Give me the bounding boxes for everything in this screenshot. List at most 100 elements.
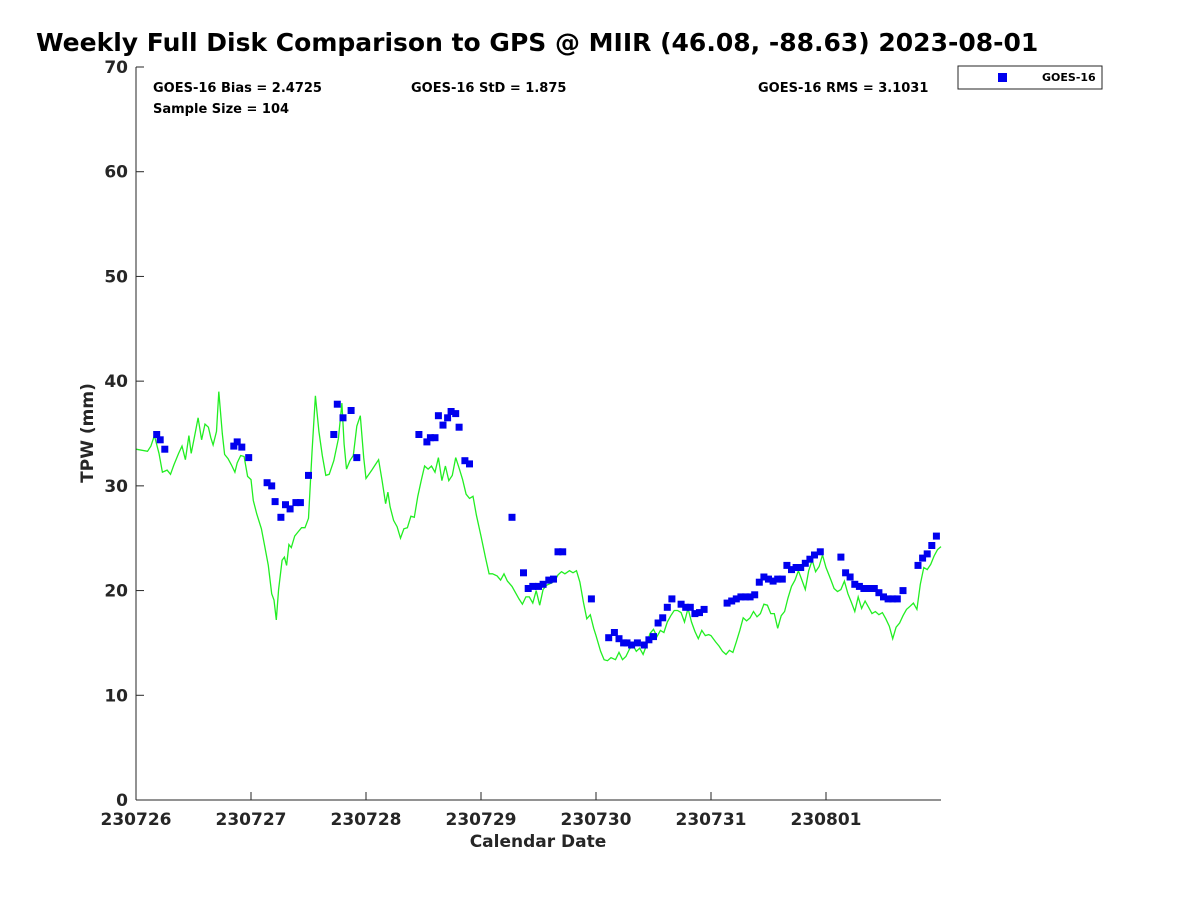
y-tick-label: 30 (104, 477, 128, 497)
goes-point (691, 610, 699, 618)
goes-point (426, 434, 434, 442)
goes-point (292, 499, 300, 507)
goes-point (353, 454, 361, 462)
legend-label: GOES-16 (1042, 71, 1096, 84)
goes-point (628, 641, 636, 649)
goes-point (899, 587, 907, 595)
y-tick-label: 50 (104, 267, 128, 287)
goes-point (755, 578, 763, 586)
goes-point (893, 595, 901, 603)
goes-point (455, 423, 463, 431)
goes-point (238, 443, 246, 451)
goes-point (792, 564, 800, 571)
x-tick-label: 230731 (676, 810, 747, 830)
x-tick-label: 230729 (446, 810, 517, 830)
goes-point (778, 575, 786, 583)
goes-point (659, 614, 667, 622)
goes-point (466, 460, 473, 468)
goes-point (347, 407, 355, 414)
goes-point (559, 548, 567, 556)
goes-point (682, 603, 690, 611)
plot-area (136, 67, 941, 800)
goes-point (296, 499, 304, 507)
goes-point (889, 595, 897, 603)
goes-point (550, 575, 557, 583)
goes-point (928, 542, 936, 549)
goes-point (728, 597, 736, 605)
goes-point (919, 554, 927, 562)
goes-point (866, 585, 874, 592)
y-tick-label: 0 (116, 791, 128, 811)
goes-point (461, 457, 469, 465)
goes-point (245, 454, 253, 462)
goes-point (746, 593, 754, 601)
goes-point (431, 434, 439, 442)
goes-point (161, 445, 169, 453)
goes-point (633, 639, 641, 647)
goes-point (769, 577, 777, 585)
goes-point (520, 569, 527, 577)
goes-point (452, 410, 460, 418)
goes-point (645, 636, 653, 644)
goes-point (732, 595, 740, 603)
gps-series-layer (135, 391, 942, 662)
goes-point (339, 414, 347, 422)
bias-stat: GOES-16 Bias = 2.4725 (153, 81, 322, 96)
gps-line (135, 391, 942, 662)
goes-point (233, 438, 241, 446)
goes-point (623, 639, 631, 647)
goes-point (535, 582, 542, 590)
goes-point (615, 635, 623, 643)
goes-point (742, 593, 749, 601)
goes-point (677, 600, 685, 608)
goes-point (439, 421, 447, 429)
x-tick-label: 230727 (216, 810, 287, 830)
goes-point (842, 569, 850, 577)
y-tick-label: 60 (104, 163, 128, 183)
goes-point (751, 591, 759, 599)
goes-point (434, 412, 442, 420)
sample-size-stat: Sample Size = 104 (153, 102, 289, 117)
goes-point (788, 566, 795, 574)
goes-point (286, 505, 294, 513)
legend-box (957, 65, 1103, 90)
goes-point (271, 498, 279, 506)
goes-point (444, 414, 452, 422)
goes-point (508, 513, 516, 521)
goes-point (277, 513, 285, 521)
x-tick-label: 230726 (101, 810, 172, 830)
goes-point (268, 482, 276, 490)
chart-title: Weekly Full Disk Comparison to GPS @ MII… (36, 28, 1039, 57)
goes-point (650, 633, 657, 641)
legend: GOES-16 (957, 65, 1103, 90)
goes-point (884, 595, 892, 603)
goes-point (654, 619, 662, 627)
x-tick-label: 230730 (561, 810, 632, 830)
goes-point (774, 575, 782, 583)
goes-point (880, 593, 887, 601)
goes-point (330, 431, 338, 438)
goes-point (529, 582, 537, 590)
goes-point (860, 585, 868, 592)
goes-point (875, 589, 883, 597)
y-tick-label: 10 (104, 686, 128, 706)
goes-point (415, 431, 423, 438)
goes-point (851, 580, 859, 588)
axes: 0 10 20 30 40 50 60 70 230726 230727 230728 230729 2… (101, 58, 941, 830)
goes-point (700, 605, 708, 613)
goes-point (663, 603, 671, 611)
goes-point (765, 575, 772, 583)
goes-point (837, 553, 845, 561)
std-stat: GOES-16 StD = 1.875 (411, 81, 566, 96)
goes-point (686, 603, 694, 611)
goes-point (811, 551, 818, 559)
goes-point (447, 408, 455, 415)
goes-point (156, 436, 164, 444)
x-tick-label: 230801 (791, 810, 862, 830)
goes-point (554, 548, 562, 556)
legend-marker (998, 73, 1007, 82)
goes-point (801, 559, 809, 567)
goes-point (870, 585, 878, 592)
goes-point (797, 564, 805, 571)
